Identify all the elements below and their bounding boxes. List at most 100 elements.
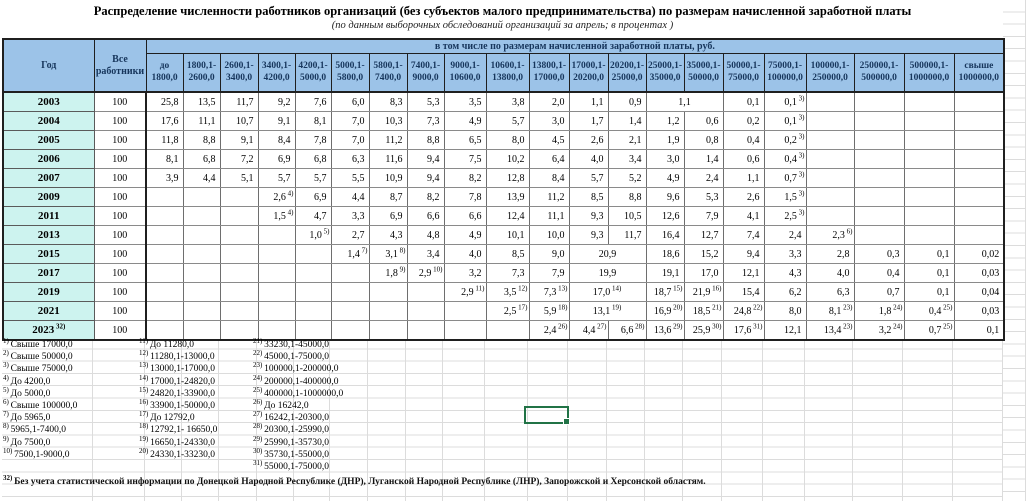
value-cell[interactable]: 1,5 4) — [257, 206, 296, 226]
empty-cell[interactable] — [145, 320, 184, 341]
value-cell[interactable]: 3,3 — [330, 206, 370, 226]
value-cell[interactable]: 18,5 21) — [683, 301, 724, 321]
value-cell[interactable]: 9,6 — [645, 187, 685, 207]
empty-cell[interactable] — [145, 206, 184, 226]
total-cell[interactable]: 100 — [93, 111, 147, 131]
value-cell[interactable]: 11,2 — [368, 130, 408, 150]
empty-cell[interactable] — [853, 187, 905, 207]
empty-cell[interactable] — [443, 320, 487, 341]
empty-cell[interactable] — [903, 187, 955, 207]
band-header[interactable]: 100000,1- 250000,0 — [805, 53, 855, 93]
value-cell[interactable]: 11,1 — [528, 206, 570, 226]
value-cell[interactable]: 0,1 — [953, 320, 1005, 341]
empty-cell[interactable] — [953, 111, 1005, 131]
value-cell[interactable]: 1,2 — [645, 111, 685, 131]
empty-cell[interactable] — [368, 282, 408, 302]
value-cell[interactable]: 0,1 — [903, 244, 955, 264]
empty-cell[interactable] — [903, 206, 955, 226]
value-cell[interactable]: 8,1 — [294, 111, 332, 131]
value-cell[interactable]: 8,5 — [568, 187, 609, 207]
empty-cell[interactable] — [368, 320, 408, 341]
value-cell[interactable]: 11,7 — [219, 91, 259, 112]
band-header[interactable]: 20200,1- 25000,0 — [607, 53, 647, 93]
total-cell[interactable]: 100 — [93, 91, 147, 112]
year-column-header[interactable]: Год — [2, 38, 95, 93]
empty-cell[interactable] — [805, 111, 855, 131]
empty-cell[interactable] — [219, 282, 259, 302]
value-cell[interactable]: 4,9 — [443, 225, 487, 245]
value-cell[interactable]: 7,3 — [485, 263, 530, 283]
band-header[interactable]: 250000,1- 500000,0 — [853, 53, 905, 93]
value-cell[interactable]: 4,7 — [294, 206, 332, 226]
value-cell[interactable]: 2,6 4) — [257, 187, 296, 207]
value-cell[interactable]: 3,0 — [528, 111, 570, 131]
value-cell[interactable]: 5,9 18) — [528, 301, 570, 321]
empty-cell[interactable] — [257, 301, 296, 321]
value-cell[interactable]: 1,4 7) — [330, 244, 370, 264]
year-cell[interactable]: 2011 — [2, 206, 95, 226]
value-cell[interactable]: 6,8 — [294, 149, 332, 169]
value-cell[interactable]: 9,1 — [257, 111, 296, 131]
value-cell[interactable]: 3,4 — [607, 149, 647, 169]
value-cell[interactable]: 0,6 — [683, 111, 724, 131]
empty-cell[interactable] — [805, 130, 855, 150]
value-cell[interactable]: 2,5 17) — [485, 301, 530, 321]
value-cell[interactable]: 0,02 — [953, 244, 1005, 264]
year-cell[interactable]: 2007 — [2, 168, 95, 188]
value-cell[interactable]: 6,6 — [443, 206, 487, 226]
value-cell[interactable]: 6,6 28) — [607, 320, 647, 341]
band-header[interactable]: свыше 1000000,0 — [953, 53, 1005, 93]
empty-cell[interactable] — [853, 168, 905, 188]
value-cell[interactable]: 4,8 — [406, 225, 445, 245]
empty-cell[interactable] — [257, 282, 296, 302]
value-cell[interactable]: 12,1 — [722, 263, 765, 283]
year-cell[interactable]: 2023 32) — [2, 320, 95, 341]
band-header[interactable]: 35000,1- 50000,0 — [683, 53, 724, 93]
empty-cell[interactable] — [294, 263, 332, 283]
value-cell[interactable]: 13,6 29) — [645, 320, 685, 341]
value-cell[interactable]: 0,6 — [722, 149, 765, 169]
empty-cell[interactable] — [257, 263, 296, 283]
empty-cell[interactable] — [145, 225, 184, 245]
empty-cell[interactable] — [903, 149, 955, 169]
value-cell[interactable]: 17,0 — [683, 263, 724, 283]
value-cell[interactable]: 2,7 — [330, 225, 370, 245]
value-cell[interactable]: 18,6 — [645, 244, 685, 264]
empty-cell[interactable] — [805, 187, 855, 207]
empty-cell[interactable] — [903, 168, 955, 188]
value-cell[interactable]: 11,6 — [368, 149, 408, 169]
value-cell[interactable]: 1,5 3) — [763, 187, 807, 207]
value-cell[interactable]: 8,5 — [485, 244, 530, 264]
value-cell[interactable]: 7,8 — [294, 130, 332, 150]
value-cell[interactable]: 0,7 — [853, 282, 905, 302]
value-cell[interactable]: 4,1 — [722, 206, 765, 226]
band-header[interactable]: до 1800,0 — [145, 53, 184, 93]
value-cell[interactable]: 1,8 9) — [368, 263, 408, 283]
total-column-header[interactable]: Все работники — [93, 38, 147, 93]
value-cell[interactable]: 7,0 — [330, 111, 370, 131]
value-cell[interactable]: 15,2 — [683, 244, 724, 264]
value-cell[interactable]: 4,0 — [443, 244, 487, 264]
value-cell[interactable]: 7,3 — [406, 111, 445, 131]
value-cell[interactable]: 24,8 22) — [722, 301, 765, 321]
value-cell[interactable]: 8,4 — [257, 130, 296, 150]
empty-cell[interactable] — [219, 206, 259, 226]
band-header[interactable]: 25000,1- 35000,0 — [645, 53, 685, 93]
value-cell[interactable]: 2,4 26) — [528, 320, 570, 341]
empty-cell[interactable] — [406, 301, 445, 321]
empty-cell[interactable] — [953, 91, 1005, 112]
value-cell[interactable]: 7,2 — [219, 149, 259, 169]
empty-cell[interactable] — [182, 225, 221, 245]
value-cell[interactable]: 0,1 3) — [763, 111, 807, 131]
band-header[interactable]: 5000,1- 5800,0 — [330, 53, 370, 93]
value-cell[interactable]: 9,2 — [257, 91, 296, 112]
value-cell[interactable]: 2,3 6) — [805, 225, 855, 245]
empty-cell[interactable] — [145, 187, 184, 207]
band-header[interactable]: 500000,1- 1000000,0 — [903, 53, 955, 93]
value-cell[interactable]: 3,2 — [443, 263, 487, 283]
empty-cell[interactable] — [219, 301, 259, 321]
value-cell[interactable]: 11,8 — [145, 130, 184, 150]
empty-cell[interactable] — [805, 91, 855, 112]
value-cell[interactable]: 2,6 — [722, 187, 765, 207]
year-cell[interactable]: 2004 — [2, 111, 95, 131]
